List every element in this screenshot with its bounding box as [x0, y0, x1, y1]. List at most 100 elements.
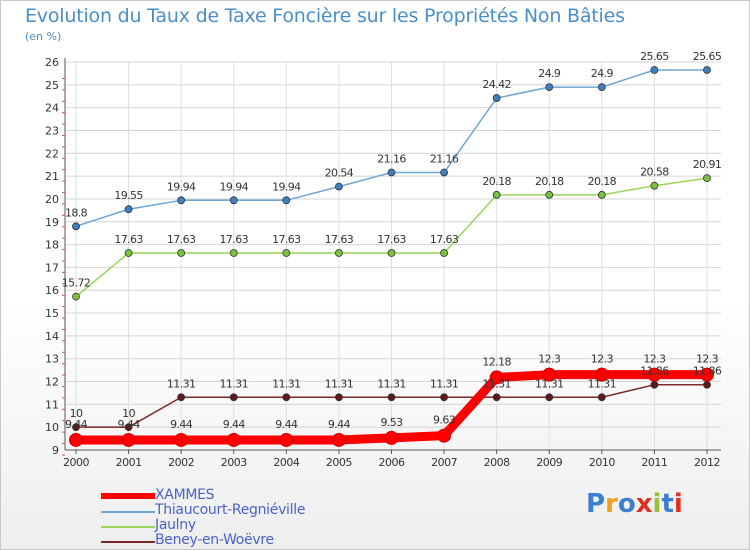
y-tick-label: 22 — [45, 147, 59, 160]
x-tick-label: 2010 — [589, 456, 615, 469]
y-tick-label: 9 — [52, 444, 59, 457]
legend-swatch — [101, 511, 155, 513]
data-point — [594, 367, 609, 382]
data-point — [226, 432, 241, 447]
data-label: 24.9 — [538, 67, 561, 80]
data-label: 25.65 — [640, 50, 669, 63]
data-label: 12.3 — [538, 353, 561, 366]
y-tick-label: 13 — [45, 353, 59, 366]
data-label: 9.44 — [328, 418, 351, 431]
data-point — [492, 190, 501, 199]
data-label: 11.31 — [588, 377, 617, 390]
data-label: 12.3 — [696, 353, 719, 366]
data-point — [387, 393, 396, 402]
data-point — [177, 393, 186, 402]
data-point — [703, 174, 711, 183]
legend-swatch — [101, 493, 155, 499]
y-tick-label: 24 — [45, 102, 59, 115]
data-label: 17.63 — [220, 233, 249, 246]
data-label: 20.18 — [588, 175, 617, 188]
y-tick-label: 14 — [45, 330, 59, 343]
logo-letter: o — [617, 489, 636, 519]
y-tick-label: 20 — [45, 193, 59, 206]
data-point — [647, 367, 662, 382]
data-label: 11.31 — [535, 377, 564, 390]
x-tick-label: 2012 — [694, 456, 720, 469]
data-point — [335, 182, 343, 191]
data-point — [700, 367, 714, 382]
x-tick-label: 2011 — [641, 456, 667, 469]
data-point — [650, 66, 659, 74]
y-tick-label: 26 — [45, 56, 59, 69]
data-point — [124, 249, 133, 257]
data-label: 19.94 — [167, 180, 196, 193]
logo-letter: r — [605, 489, 618, 519]
data-label: 15.72 — [62, 277, 91, 290]
data-point — [121, 432, 136, 447]
data-point — [440, 249, 448, 257]
data-point — [229, 196, 238, 205]
data-point — [174, 432, 189, 447]
data-point — [384, 430, 399, 445]
y-tick-label: 25 — [45, 79, 59, 92]
x-tick-label: 2009 — [536, 456, 562, 469]
data-label: 17.63 — [325, 233, 354, 246]
data-label: 12.3 — [643, 353, 666, 366]
data-label: 24.9 — [591, 67, 614, 80]
y-tick-label: 11 — [45, 398, 59, 411]
data-label: 9.44 — [275, 418, 298, 431]
data-label: 20.54 — [325, 167, 354, 180]
legend-swatch — [101, 526, 155, 528]
data-point — [282, 196, 291, 205]
data-label: 17.63 — [272, 233, 301, 246]
x-tick-label: 2006 — [379, 456, 405, 469]
data-point — [650, 380, 659, 389]
y-tick-label: 10 — [45, 421, 59, 434]
data-label: 11.31 — [167, 377, 196, 390]
logo-letter: P — [586, 489, 606, 519]
data-point — [489, 370, 504, 385]
legend-label: Thiaucourt-Regniéville — [155, 502, 306, 518]
data-label: 19.94 — [220, 180, 249, 193]
unit-label: (en %) — [25, 30, 62, 43]
logo-letter: i — [673, 489, 683, 519]
x-tick-label: 2005 — [326, 456, 352, 469]
data-label: 12.3 — [591, 353, 614, 366]
logo-letter: i — [652, 489, 662, 519]
data-label: 9.63 — [433, 414, 456, 427]
data-point — [124, 205, 133, 214]
data-point — [650, 181, 659, 190]
data-point — [703, 66, 711, 74]
data-label: 11.31 — [430, 377, 459, 390]
data-label: 11.31 — [325, 377, 354, 390]
data-point — [545, 393, 554, 402]
data-label: 9.44 — [118, 418, 141, 431]
data-point — [492, 393, 501, 402]
data-point — [703, 380, 711, 389]
y-tick-label: 16 — [45, 284, 59, 297]
data-label: 11.31 — [482, 377, 511, 390]
data-label: 9.44 — [170, 418, 193, 431]
y-tick-label: 15 — [45, 307, 59, 320]
data-point — [597, 83, 606, 92]
logo-letter: t — [661, 489, 674, 519]
data-label: 20.91 — [693, 158, 722, 171]
data-point — [335, 249, 343, 257]
y-tick-label: 17 — [45, 261, 59, 274]
data-label: 20.18 — [482, 175, 511, 188]
data-label: 17.63 — [430, 233, 459, 246]
data-label: 11.86 — [640, 365, 669, 378]
x-tick-label: 2008 — [484, 456, 510, 469]
data-point — [229, 249, 238, 257]
data-label: 20.58 — [640, 166, 669, 179]
chart-title: Evolution du Taux de Taxe Foncière sur l… — [25, 5, 625, 27]
x-tick-label: 2003 — [221, 456, 247, 469]
data-point — [279, 432, 294, 447]
data-point — [545, 83, 554, 92]
legend-swatch — [101, 541, 155, 543]
data-point — [229, 393, 238, 402]
data-label: 9.44 — [65, 418, 88, 431]
data-point — [387, 249, 396, 257]
data-label: 17.63 — [377, 233, 406, 246]
